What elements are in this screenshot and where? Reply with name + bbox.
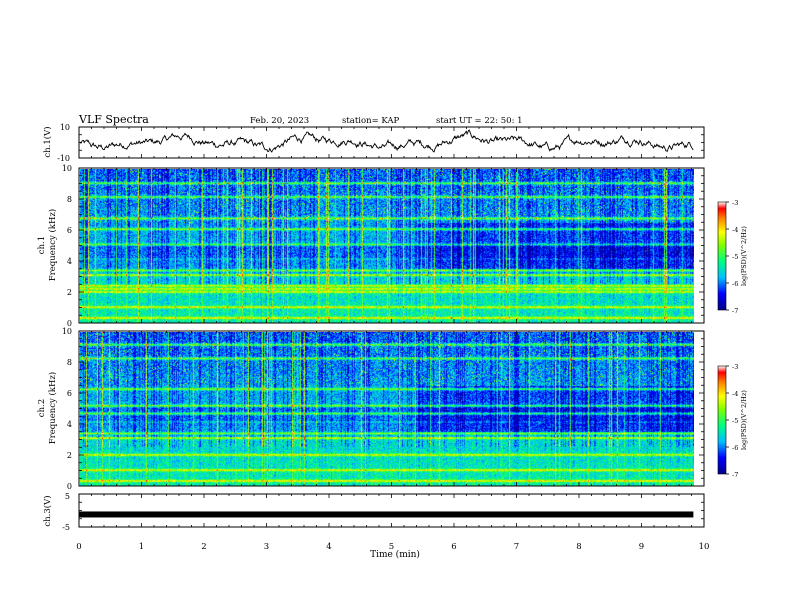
start-time-label: start UT = 22: 50: 1 [436,116,523,126]
freq-tick-label: 10 [62,164,72,173]
ch1-ytick-bottom: -10 [57,154,70,163]
ch3-panel: 5 -5 ch.3(V) 0 1 2 3 4 5 6 7 8 9 10 Time (min) [42,492,709,560]
ch2-freq-ticks: 0 2 4 6 8 10 [62,327,704,491]
freq-tick-label: 2 [67,288,72,297]
freq-tick-label: 8 [67,358,72,367]
freq-tick-label: 6 [67,389,72,398]
ch2-spectrogram-ylabel-2: Frequency (kHz) [47,372,58,444]
ch1-ylabel: ch.1(V) [42,126,53,157]
freq-tick-label: 0 [67,319,72,328]
freq-tick-label: 10 [62,327,72,336]
ch2-colorbar: -3 -4 -5 -6 -7 log(PSD)(V^2/Hz) [717,363,748,479]
ch3-ylabel: ch.3(V) [42,495,53,526]
colorbar-tick: -4 [732,390,738,398]
xtick-label: 3 [264,542,269,552]
xtick-label: 9 [639,542,644,552]
colorbar-tick: -5 [732,253,738,261]
figure-title: VLF Spectra [78,113,149,126]
freq-tick-label: 2 [67,451,72,460]
colorbar-tick: -7 [732,471,738,479]
ch3-ytick-bottom: -5 [62,523,70,532]
freq-tick-label: 8 [67,195,72,204]
colorbar-tick: -6 [732,280,738,288]
freq-tick-label: 6 [67,226,72,235]
colorbar-tick: -7 [732,307,738,315]
ch3-frame [78,493,705,528]
colorbar-tick: -5 [732,417,738,425]
ch1-ytick-top: 10 [60,123,70,132]
ch1-colorbar: -3 -4 -5 -6 -7 log(PSD)(V^2/Hz) [717,199,748,315]
ch2-spectrogram-image [79,331,694,486]
xtick-label: 10 [699,542,710,552]
colorbar-tick: -3 [732,199,738,207]
colorbar-tick: -4 [732,226,738,234]
ch1-colorbar-label: log(PSD)(V^2/Hz) [740,226,748,286]
ch2-spectrogram-ylabel-1: ch.2 [37,399,47,417]
xtick-label: 6 [451,542,456,552]
xtick-label: 4 [326,542,331,552]
ch2-spectrogram-panel: 0 2 4 6 8 10 ch.2 Frequency (kHz) [37,327,705,491]
xtick-label: 2 [201,542,206,552]
time-axis-label: Time (min) [370,549,420,560]
ch1-spectrogram-ylabel-2: Frequency (kHz) [47,209,58,281]
xtick-label: 0 [76,542,81,552]
colorbar-tick: -3 [732,363,738,371]
freq-tick-label: 4 [67,257,72,266]
ch3-signal-bar [79,511,694,518]
ch2-colorbar-gradient [717,365,727,475]
station-label: station= KAP [342,116,400,126]
time-axis-ticks: 0 1 2 3 4 5 6 7 8 9 10 [76,542,709,552]
ch1-colorbar-gradient [717,201,727,311]
ch3-ytick-top: 5 [65,492,70,501]
ch1-freq-ticks: 0 2 4 6 8 10 [62,164,704,328]
date-label: Feb. 20, 2023 [250,116,309,126]
xtick-label: 1 [139,542,144,552]
ch2-colorbar-label: log(PSD)(V^2/Hz) [740,390,748,450]
ch1-spectrogram-ylabel-1: ch.1 [37,236,47,254]
xtick-label: 7 [514,542,519,552]
ch1-spectrogram-panel: 0 2 4 6 8 10 ch.1 Frequency (kHz) [37,164,705,328]
ch1-spectrogram-image [79,168,694,323]
xtick-label: 5 [389,542,394,552]
freq-tick-label: 0 [67,482,72,491]
colorbar-tick: -6 [732,444,738,452]
xtick-label: 8 [576,542,581,552]
freq-tick-label: 4 [67,420,72,429]
ch1-waveform-line [79,129,694,153]
